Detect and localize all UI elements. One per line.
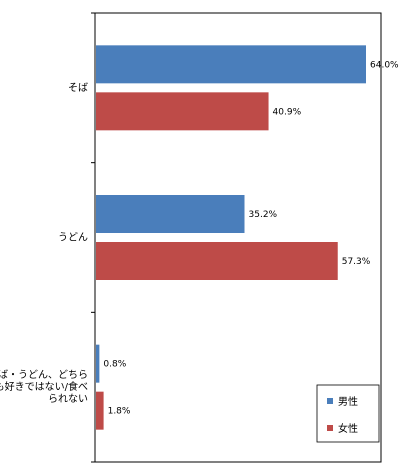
data-label-soba-female: 40.9%: [273, 107, 302, 117]
category-label-neither: られない: [48, 393, 88, 405]
data-label-udon-female: 57.3%: [342, 257, 371, 267]
data-label-soba-male: 64.0%: [370, 60, 399, 70]
legend-box: [316, 384, 380, 443]
legend-label-male: 男性: [338, 395, 358, 408]
legend: 男性 女性: [316, 384, 380, 443]
bar-soba-female: [96, 92, 269, 131]
category-label-soba: そば: [68, 82, 88, 94]
bar-soba-male: [96, 45, 366, 84]
legend-swatch-female: [327, 425, 333, 431]
bar-udon-female: [96, 242, 338, 280]
category-label-neither: も好きではない/食べ: [0, 380, 88, 393]
bar-neither-male: [96, 344, 100, 383]
category-label-neither: そば・うどん、どちら: [0, 369, 88, 381]
category-label-udon: うどん: [58, 232, 88, 244]
legend-swatch-male: [327, 398, 333, 404]
data-label-udon-male: 35.2%: [249, 210, 278, 220]
legend-label-female: 女性: [338, 422, 358, 435]
bar-neither-female: [96, 391, 104, 430]
data-label-neither-male: 0.8%: [103, 360, 126, 370]
data-label-neither-female: 1.8%: [108, 407, 131, 417]
bar-udon-male: [96, 195, 245, 233]
